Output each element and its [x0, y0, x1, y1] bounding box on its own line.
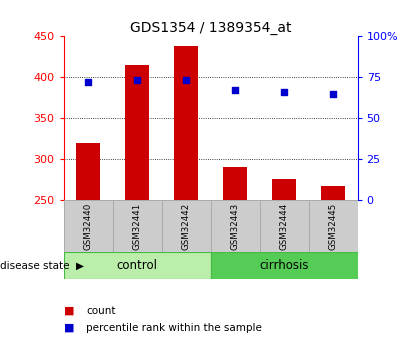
Text: control: control: [117, 259, 158, 272]
Text: GSM32441: GSM32441: [133, 203, 142, 249]
Bar: [113, 200, 162, 252]
Bar: [260, 200, 309, 252]
Bar: [64, 200, 113, 252]
Text: disease state  ▶: disease state ▶: [0, 261, 84, 270]
Text: ■: ■: [64, 306, 74, 316]
Bar: [76, 143, 100, 200]
Text: GSM32443: GSM32443: [231, 203, 240, 249]
Bar: [223, 167, 247, 200]
Point: [281, 89, 287, 95]
Text: GSM32440: GSM32440: [84, 203, 93, 249]
Point: [183, 78, 189, 83]
Point: [134, 78, 141, 83]
Text: GSM32445: GSM32445: [328, 203, 337, 249]
Bar: [211, 200, 260, 252]
Bar: [125, 65, 150, 200]
Bar: [162, 200, 211, 252]
Bar: [272, 179, 296, 200]
Bar: [321, 186, 345, 200]
Bar: [174, 46, 199, 200]
Text: GSM32444: GSM32444: [279, 203, 289, 249]
Text: percentile rank within the sample: percentile rank within the sample: [86, 323, 262, 333]
Text: ■: ■: [64, 323, 74, 333]
Bar: [64, 252, 210, 279]
Title: GDS1354 / 1389354_at: GDS1354 / 1389354_at: [130, 21, 291, 35]
Point: [232, 88, 238, 93]
Bar: [211, 252, 358, 279]
Bar: [309, 200, 358, 252]
Text: GSM32442: GSM32442: [182, 203, 191, 249]
Text: count: count: [86, 306, 116, 316]
Point: [330, 91, 336, 96]
Text: cirrhosis: cirrhosis: [259, 259, 309, 272]
Point: [85, 79, 92, 85]
